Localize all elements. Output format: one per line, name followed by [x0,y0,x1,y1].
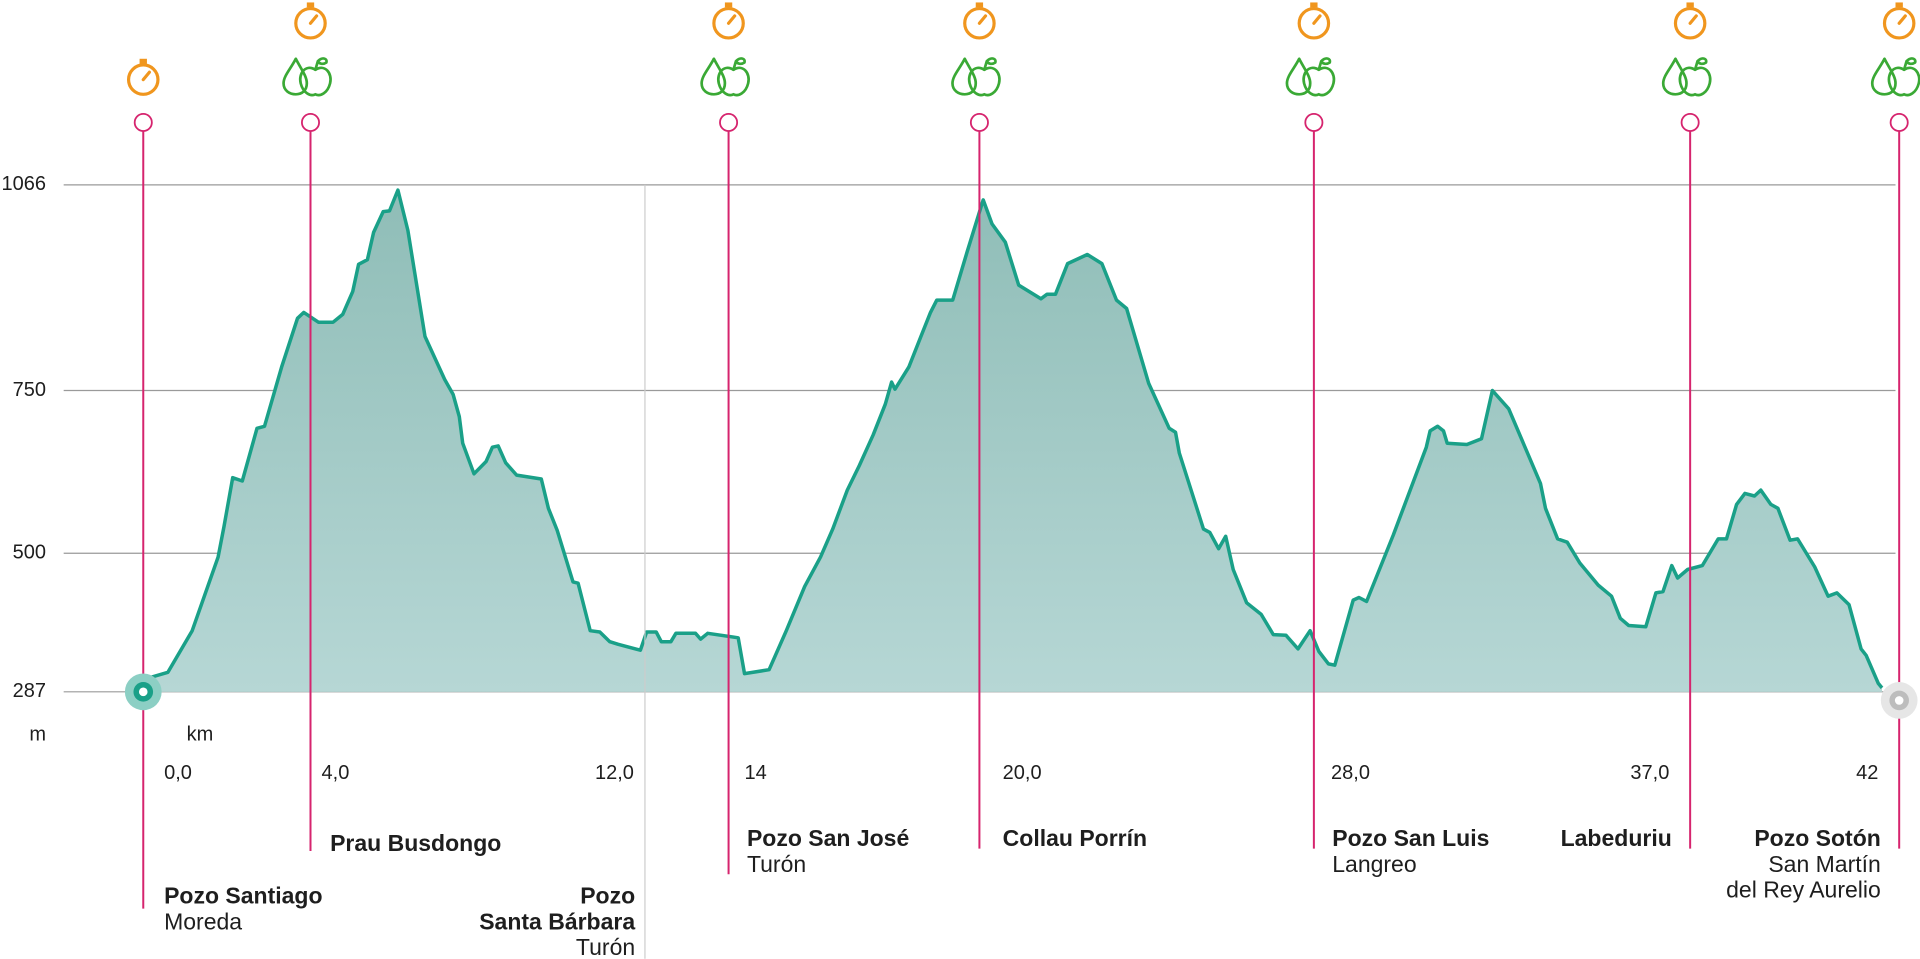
x-axis-label: km [187,723,214,745]
stopwatch-body [126,63,160,96]
elevation-line [142,188,1884,690]
apple-icon [1302,66,1336,97]
stopwatch-body [1297,6,1331,40]
stopwatch-hand [1312,14,1322,25]
food-drink-icon [700,57,750,97]
waypoint-name: Prau Busdongo [330,830,501,856]
stopwatch-knob [724,2,733,8]
x-tick-label: 14 [744,762,766,784]
stopwatch-icon [712,2,745,40]
waypoint-place: Turón [576,934,635,959]
drop-icon [700,57,727,96]
waypoint-name: Pozo San José [747,825,909,851]
y-tick-label: 500 [13,542,46,564]
drop-icon [1661,57,1688,96]
waypoint-name: Collau Porrín [1003,825,1147,851]
stopwatch-hand [1897,14,1907,25]
stopwatch-knob [1895,2,1903,8]
stopwatch-hand [308,14,319,25]
stopwatch-icon [294,2,327,40]
stopwatch-body [963,6,996,40]
stopwatch-hand [1688,14,1698,25]
drop-icon [1285,57,1312,96]
end-center [1894,696,1904,705]
waypoint-place: del Rey Aurelio [1726,877,1881,903]
stopwatch-hand [977,14,988,25]
x-tick-label: 4,0 [322,762,350,784]
stopwatch-body [712,6,745,40]
stopwatch-hand [726,14,737,25]
y-axis-label: m [29,723,46,745]
stopwatch-body [1673,6,1707,40]
waypoint-marker [1304,112,1324,132]
waypoint-name: Santa Bárbara [479,908,635,934]
apple-icon [1678,66,1712,97]
apple-leaf [1902,57,1917,71]
apple-icon [967,66,1001,97]
waypoint-name: Pozo Santiago [164,883,322,909]
stopwatch-icon [1673,2,1707,40]
x-tick-label: 37,0 [1630,762,1669,784]
waypoint-marker [969,112,989,132]
stopwatch-knob [139,58,147,64]
elevation-area [143,190,1882,692]
food-drink-icon [282,57,332,97]
y-tick-label: 750 [13,379,46,401]
start-center [138,687,148,697]
food-drink-icon [1285,57,1336,97]
x-tick-label: 12,0 [595,762,634,784]
apple-leaf [983,57,997,71]
waypoint-name: Pozo Sotón [1754,825,1880,851]
stopwatch-body [294,6,327,40]
y-tick-label: 1066 [2,173,47,195]
waypoint-place: San Martín [1768,851,1881,877]
waypoint-name: Labeduriu [1561,825,1672,851]
apple-leaf [732,57,747,71]
apple-leaf [1693,57,1708,71]
waypoint-marker [301,112,320,132]
stopwatch-icon [1882,2,1916,40]
apple-icon [298,66,332,97]
waypoint-place: Moreda [164,908,242,934]
drop-icon [1870,57,1897,96]
waypoint-marker [133,112,153,132]
waypoint-marker [1889,112,1909,132]
food-drink-icon [1661,57,1712,97]
apple-icon [1887,66,1920,97]
apple-icon [716,66,750,97]
stopwatch-hand [141,70,151,82]
apple-leaf [1317,57,1332,71]
stopwatch-knob [1686,2,1694,8]
x-tick-label: 20,0 [1003,762,1042,784]
stopwatch-knob [1310,2,1318,8]
food-drink-icon [951,57,1001,97]
x-tick-label: 28,0 [1331,762,1370,784]
waypoint-marker [719,112,739,132]
waypoint-name: Pozo [580,883,635,909]
stopwatch-icon [1297,2,1331,40]
food-drink-icon [1870,57,1920,97]
drop-icon [282,57,309,96]
waypoint-marker [1680,112,1700,132]
drop-icon [951,57,978,96]
stopwatch-icon [963,2,996,40]
waypoint-place: Langreo [1332,851,1416,877]
waypoint-name: Pozo San Luis [1332,825,1489,851]
stopwatch-knob [306,2,315,8]
apple-leaf [314,57,328,71]
waypoint-place: Turón [747,851,806,877]
x-tick-label: 0,0 [164,762,192,784]
x-tick-label: 42 [1856,762,1878,784]
y-tick-label: 287 [13,680,46,702]
stopwatch-icon [126,58,160,96]
stopwatch-knob [975,2,984,8]
stopwatch-body [1882,6,1916,40]
